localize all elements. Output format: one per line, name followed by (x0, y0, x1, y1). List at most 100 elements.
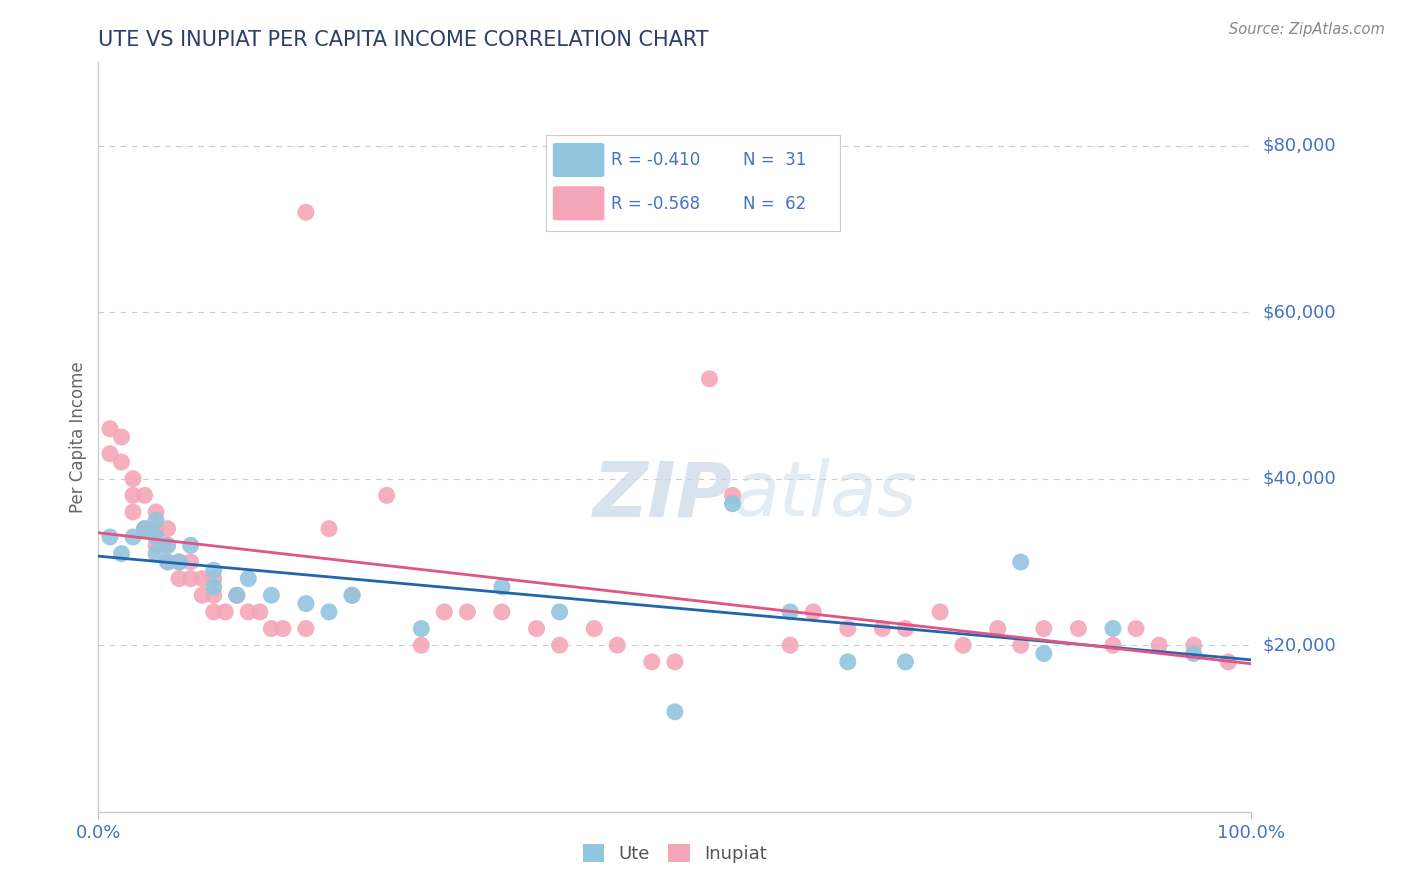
Point (225, 588, 247, 602)
Point (1147, 638, 1170, 652)
Point (145, 547, 167, 561)
Point (491, 580, 513, 594)
Point (145, 538, 167, 552)
Text: ZIP: ZIP (593, 458, 733, 533)
Point (214, 605, 236, 619)
Point (202, 572, 225, 586)
Point (260, 588, 283, 602)
Point (433, 605, 456, 619)
Point (167, 572, 190, 586)
Point (375, 488, 398, 502)
Point (191, 572, 214, 586)
Point (699, 372, 721, 386)
Point (156, 522, 179, 536)
Point (872, 622, 894, 636)
Point (1182, 647, 1205, 661)
Text: $40,000: $40,000 (1263, 470, 1336, 488)
Point (456, 605, 478, 619)
Point (606, 638, 628, 652)
Point (191, 588, 214, 602)
Point (238, 605, 260, 619)
Point (837, 655, 859, 669)
Point (1102, 622, 1125, 636)
Point (1125, 622, 1147, 636)
Point (134, 522, 156, 536)
Point (894, 622, 917, 636)
Point (156, 555, 179, 569)
Point (122, 488, 145, 502)
Legend: Ute, Inupiat: Ute, Inupiat (575, 837, 775, 870)
Point (145, 522, 167, 536)
Point (122, 472, 145, 486)
Point (801, 605, 824, 619)
Point (156, 555, 179, 569)
Text: $20,000: $20,000 (1263, 636, 1336, 654)
Text: N =  31: N = 31 (744, 152, 807, 169)
Point (1032, 622, 1054, 636)
Point (318, 605, 340, 619)
Point (1032, 647, 1054, 661)
Text: Source: ZipAtlas.com: Source: ZipAtlas.com (1229, 22, 1385, 37)
Point (664, 705, 686, 719)
Point (98, 422, 121, 436)
Point (1182, 638, 1205, 652)
Point (641, 655, 664, 669)
Point (1218, 655, 1240, 669)
Y-axis label: Per Capita Income: Per Capita Income (69, 361, 87, 513)
Point (952, 638, 974, 652)
Point (583, 622, 606, 636)
Point (837, 622, 859, 636)
Point (145, 530, 167, 544)
Point (180, 538, 202, 552)
Point (260, 622, 283, 636)
Point (167, 555, 190, 569)
Point (295, 622, 318, 636)
Point (664, 655, 686, 669)
Point (110, 547, 132, 561)
Point (122, 530, 145, 544)
Text: R = -0.410: R = -0.410 (612, 152, 700, 169)
Point (1010, 555, 1032, 569)
Text: UTE VS INUPIAT PER CAPITA INCOME CORRELATION CHART: UTE VS INUPIAT PER CAPITA INCOME CORRELA… (98, 29, 709, 50)
Text: $60,000: $60,000 (1263, 303, 1336, 321)
Point (526, 622, 548, 636)
Point (411, 638, 433, 652)
Point (98, 530, 121, 544)
FancyBboxPatch shape (553, 142, 605, 178)
Text: $80,000: $80,000 (1263, 136, 1336, 154)
Point (180, 572, 202, 586)
Point (1067, 622, 1090, 636)
Point (202, 563, 225, 577)
Point (340, 588, 363, 602)
Point (167, 555, 190, 569)
Point (318, 522, 340, 536)
Point (548, 638, 571, 652)
Point (202, 580, 225, 594)
Point (145, 505, 167, 519)
Text: atlas: atlas (733, 458, 917, 533)
Point (98, 447, 121, 461)
Point (122, 505, 145, 519)
Point (779, 605, 801, 619)
Point (202, 588, 225, 602)
Text: N =  62: N = 62 (744, 194, 807, 213)
Point (411, 622, 433, 636)
Point (110, 455, 132, 469)
Point (249, 605, 271, 619)
Point (134, 488, 156, 502)
Point (1102, 638, 1125, 652)
FancyBboxPatch shape (553, 186, 605, 221)
Point (491, 605, 513, 619)
Point (987, 622, 1010, 636)
Point (894, 655, 917, 669)
Point (238, 572, 260, 586)
Point (134, 522, 156, 536)
Point (202, 605, 225, 619)
Point (225, 588, 247, 602)
Point (180, 555, 202, 569)
Point (295, 205, 318, 219)
Point (548, 605, 571, 619)
Point (110, 430, 132, 444)
Text: R = -0.568: R = -0.568 (612, 194, 700, 213)
Point (779, 638, 801, 652)
